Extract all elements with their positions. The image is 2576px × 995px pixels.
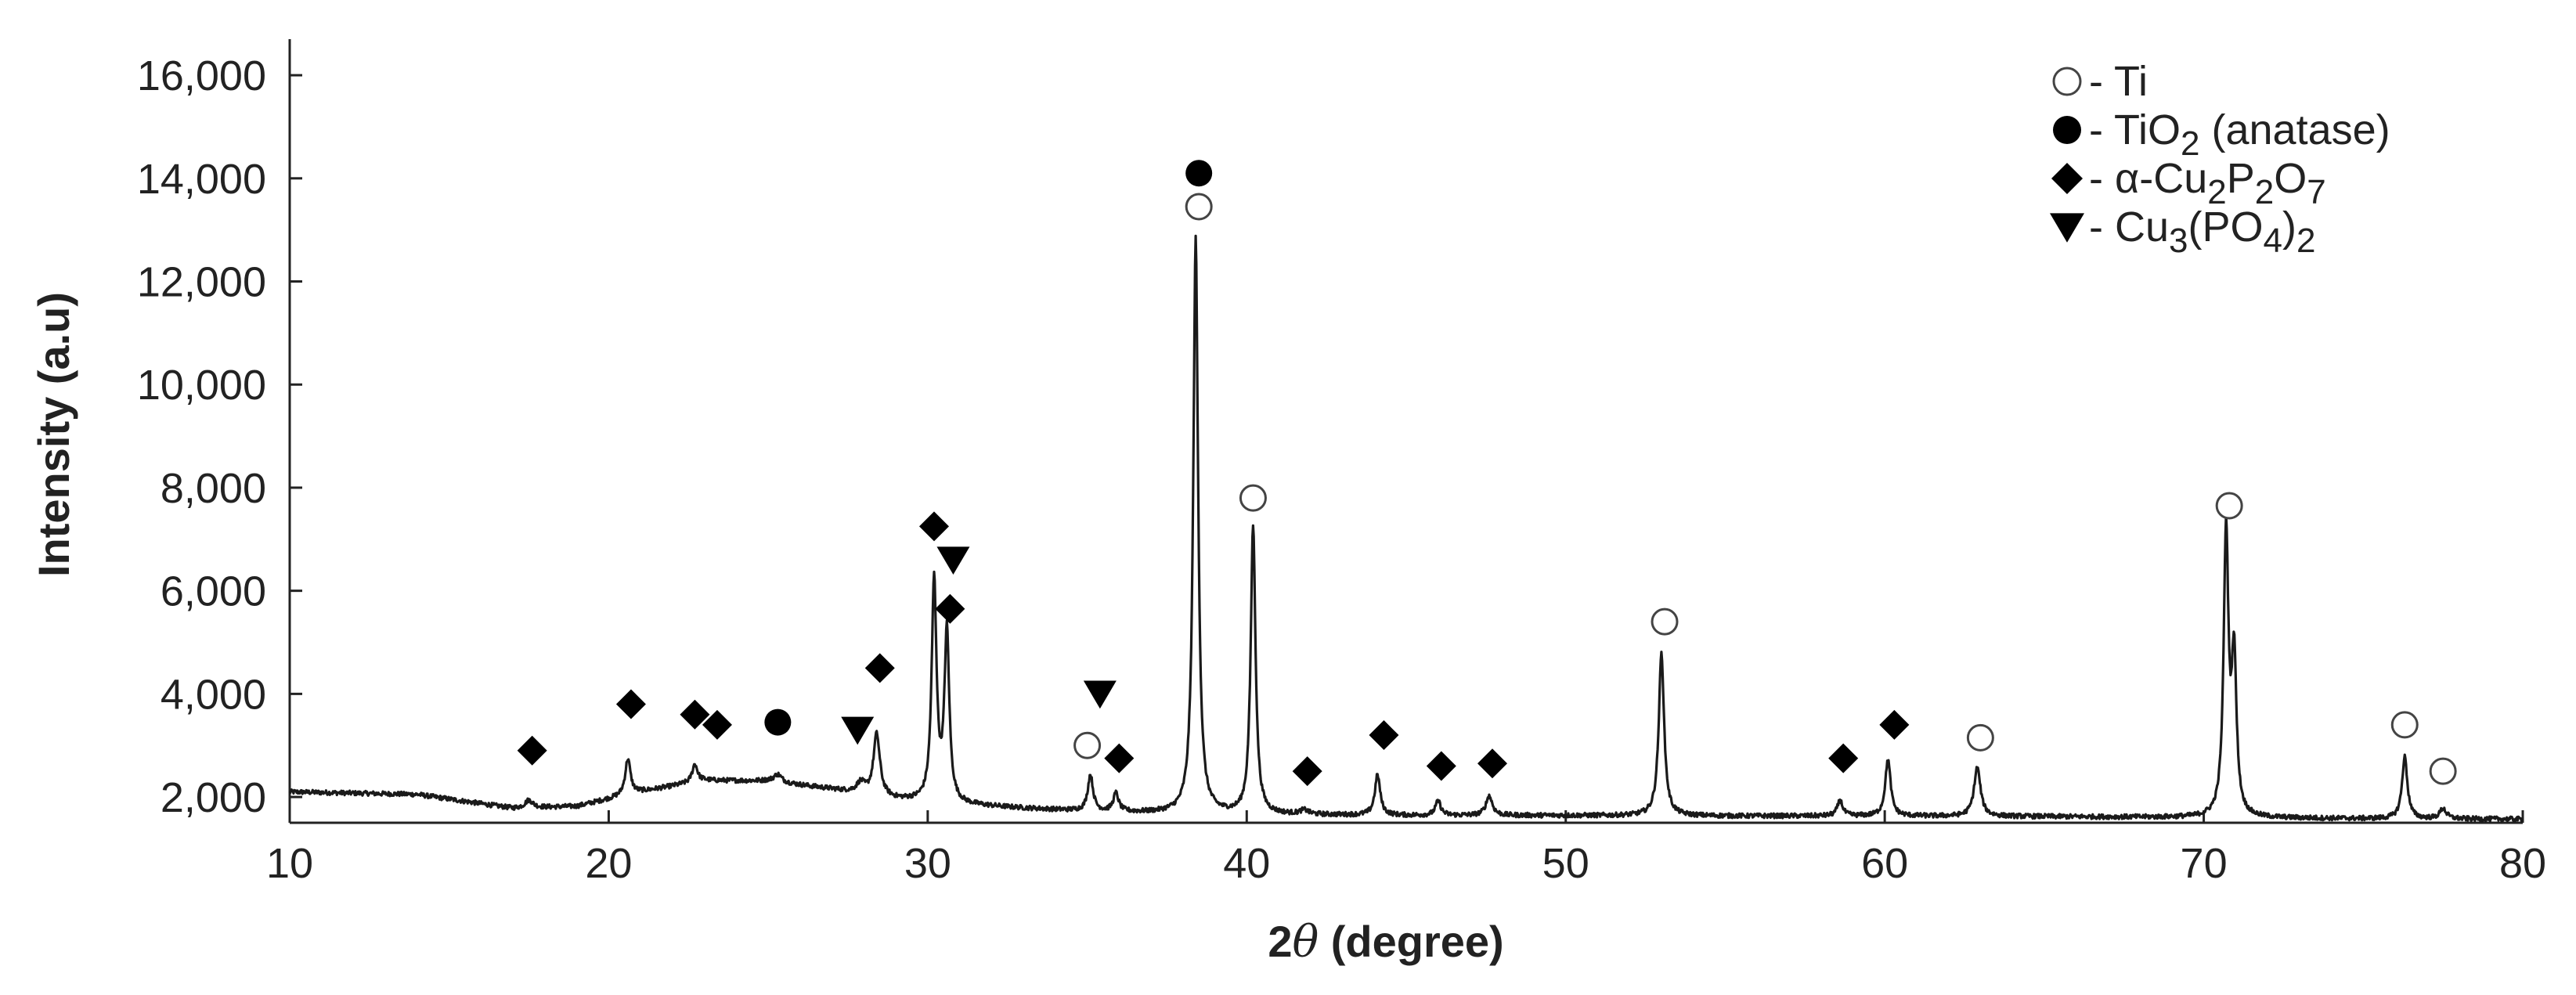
xrd-pattern-line: [288, 234, 2524, 823]
legend-subscript: 3: [2169, 222, 2188, 260]
phase-marker-open-circle: [2429, 757, 2457, 785]
y-tick-label: 14,000: [137, 156, 266, 203]
legend-label: - α-Cu2P2O7: [2089, 155, 2326, 211]
phase-marker-triangle-down: [936, 546, 970, 575]
legend-subscript: 2: [2207, 173, 2226, 211]
legend-text-part: (PO: [2188, 204, 2264, 251]
y-tick-label: 16,000: [137, 52, 266, 99]
x-tick-label: 80: [2499, 840, 2546, 887]
phase-marker-diamond: [517, 735, 547, 766]
phase-marker-open-circle: [1239, 484, 1267, 512]
legend-label: - Ti: [2089, 58, 2148, 105]
phase-marker-open-circle: [1966, 723, 1994, 752]
x-tick-label: 40: [1223, 840, 1270, 887]
phase-markers: [517, 160, 2457, 787]
x-axis-title: 2θ (degree): [1268, 917, 1503, 968]
legend-text-part: - TiO: [2089, 106, 2181, 153]
x-axis-title-suffix: (degree): [1319, 917, 1504, 966]
y-tick-label: 12,000: [137, 259, 266, 306]
phase-marker-triangle-down: [1083, 680, 1117, 709]
legend-label: - Cu3(PO4)2: [2089, 204, 2315, 260]
phase-marker-diamond: [935, 593, 965, 624]
legend-text-part: O: [2274, 155, 2307, 202]
x-tick-label: 50: [1542, 840, 1589, 887]
phase-marker-diamond: [919, 511, 950, 542]
phase-marker-filled-circle: [1185, 160, 1213, 187]
legend-text-part: - Cu: [2089, 204, 2169, 251]
axes: [288, 39, 2523, 824]
legend-text-part: P: [2227, 155, 2255, 202]
legend-marker-triangle-down: [2050, 213, 2084, 243]
y-tick-label: 6,000: [161, 568, 266, 615]
legend-text-part: -: [2089, 155, 2115, 202]
phase-marker-diamond: [1426, 751, 1456, 781]
phase-marker-diamond: [864, 653, 895, 683]
tick-labels: 10 20 30 40 50 60 70 80 2,000 4,000 6,000 8,000 10,0…: [137, 52, 2546, 887]
phase-marker-open-circle: [1185, 193, 1213, 221]
legend-subscript: 2: [2296, 222, 2315, 260]
phase-marker-diamond: [1292, 756, 1322, 787]
phase-marker-triangle-down: [841, 716, 875, 745]
x-tick-label: 60: [1861, 840, 1908, 887]
legend-text-part: -Cu: [2139, 155, 2207, 202]
phase-marker-open-circle: [1073, 731, 1102, 759]
x-tick-label: 20: [585, 840, 632, 887]
phase-marker-diamond: [1104, 743, 1135, 773]
phase-marker-diamond: [680, 699, 710, 730]
phase-marker-diamond: [615, 689, 646, 719]
y-tick-label: 2,000: [161, 774, 266, 821]
x-tick-label: 30: [904, 840, 951, 887]
legend-subscript: 7: [2307, 173, 2325, 211]
phase-marker-diamond: [1828, 743, 1859, 773]
y-tick-label: 4,000: [161, 671, 266, 718]
legend-text-part: (anatase): [2199, 106, 2390, 153]
x-axis-title-theta: θ: [1292, 917, 1319, 968]
y-axis-title: Intensity (a.u): [29, 292, 78, 577]
phase-marker-open-circle: [2390, 711, 2419, 739]
legend-text-part: α: [2115, 155, 2139, 202]
phase-marker-filled-circle: [764, 708, 792, 736]
legend-marker-diamond: [2051, 163, 2083, 194]
legend-subscript: 2: [2255, 173, 2274, 211]
phase-marker-diamond: [1879, 709, 1910, 740]
legend-subscript: 4: [2264, 222, 2282, 260]
legend-marker-open-circle: [2052, 67, 2082, 96]
phase-marker-diamond: [702, 709, 732, 740]
legend: - Ti - TiO2 (anatase) - α-Cu2P2O7 - Cu3(…: [2050, 58, 2390, 260]
legend-label: - TiO2 (anatase): [2089, 106, 2390, 163]
legend-marker-filled-circle: [2053, 116, 2081, 144]
legend-text-part: - Ti: [2089, 58, 2148, 105]
tick-marks: [288, 74, 2524, 823]
phase-marker-diamond: [1477, 748, 1508, 779]
x-axis-title-prefix: 2: [1268, 917, 1292, 966]
phase-marker-open-circle: [1651, 607, 1679, 636]
y-tick-label: 10,000: [137, 362, 266, 409]
legend-subscript: 2: [2181, 124, 2199, 163]
phase-marker-open-circle: [2215, 492, 2243, 520]
x-tick-label: 10: [266, 840, 313, 887]
y-tick-label: 8,000: [161, 465, 266, 512]
phase-marker-diamond: [1369, 720, 1399, 751]
legend-text-part: ): [2282, 204, 2296, 251]
x-tick-label: 70: [2181, 840, 2228, 887]
